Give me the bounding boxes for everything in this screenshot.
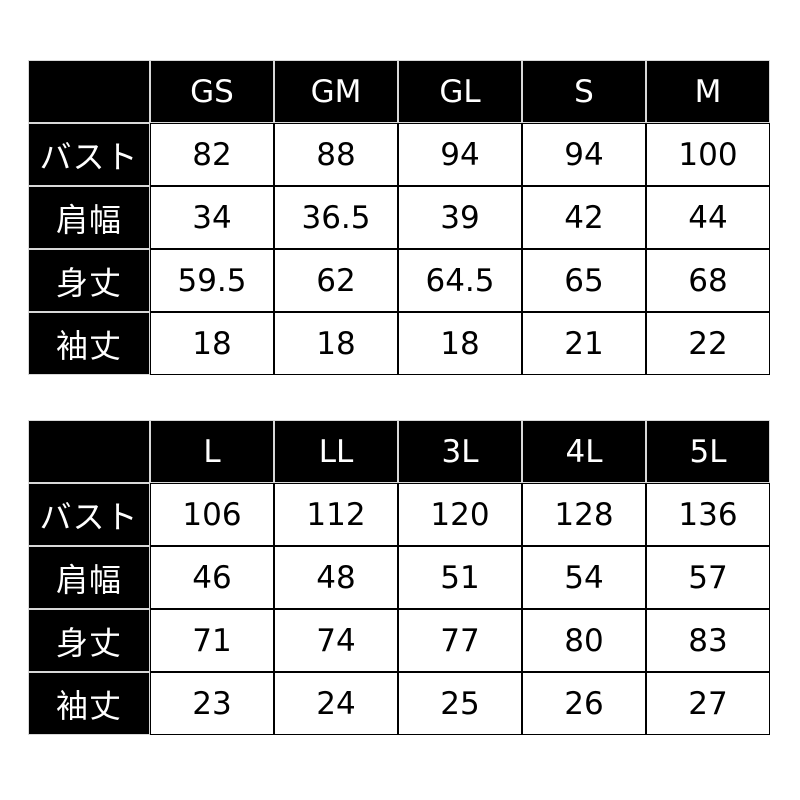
measurement-cell: 74 xyxy=(274,609,398,672)
size-header: GL xyxy=(398,60,522,123)
measurement-cell: 24 xyxy=(274,672,398,735)
measurement-cell: 59.5 xyxy=(150,249,274,312)
measurement-cell: 120 xyxy=(398,483,522,546)
table-row: 肩幅 46 48 51 54 57 xyxy=(28,546,770,609)
measurement-cell: 77 xyxy=(398,609,522,672)
size-header: 3L xyxy=(398,420,522,483)
row-label: 肩幅 xyxy=(28,546,150,609)
measurement-cell: 23 xyxy=(150,672,274,735)
measurement-cell: 83 xyxy=(646,609,770,672)
measurement-cell: 82 xyxy=(150,123,274,186)
measurement-cell: 27 xyxy=(646,672,770,735)
measurement-cell: 71 xyxy=(150,609,274,672)
measurement-cell: 21 xyxy=(522,312,646,375)
size-header: 5L xyxy=(646,420,770,483)
measurement-cell: 94 xyxy=(398,123,522,186)
measurement-cell: 18 xyxy=(274,312,398,375)
measurement-cell: 65 xyxy=(522,249,646,312)
row-label: 袖丈 xyxy=(28,312,150,375)
size-table-2: L LL 3L 4L 5L バスト 106 112 120 128 136 肩幅 46 48 51 54 57 身… xyxy=(28,420,770,735)
row-label: 肩幅 xyxy=(28,186,150,249)
row-label: 身丈 xyxy=(28,609,150,672)
table-row: 肩幅 34 36.5 39 42 44 xyxy=(28,186,770,249)
measurement-cell: 112 xyxy=(274,483,398,546)
table-row: 袖丈 23 24 25 26 27 xyxy=(28,672,770,735)
size-header: GM xyxy=(274,60,398,123)
measurement-cell: 42 xyxy=(522,186,646,249)
table-row: 身丈 59.5 62 64.5 65 68 xyxy=(28,249,770,312)
size-table-1: GS GM GL S M バスト 82 88 94 94 100 肩幅 34 36.5 39 42 44 身丈 59… xyxy=(28,60,770,375)
header-row: L LL 3L 4L 5L xyxy=(28,420,770,483)
measurement-cell: 100 xyxy=(646,123,770,186)
measurement-cell: 36.5 xyxy=(274,186,398,249)
measurement-cell: 57 xyxy=(646,546,770,609)
size-header: L xyxy=(150,420,274,483)
measurement-cell: 88 xyxy=(274,123,398,186)
measurement-cell: 136 xyxy=(646,483,770,546)
size-header: M xyxy=(646,60,770,123)
measurement-cell: 68 xyxy=(646,249,770,312)
measurement-cell: 46 xyxy=(150,546,274,609)
size-header: 4L xyxy=(522,420,646,483)
measurement-cell: 26 xyxy=(522,672,646,735)
measurement-cell: 25 xyxy=(398,672,522,735)
size-header: LL xyxy=(274,420,398,483)
measurement-cell: 62 xyxy=(274,249,398,312)
measurement-cell: 106 xyxy=(150,483,274,546)
measurement-cell: 34 xyxy=(150,186,274,249)
measurement-cell: 18 xyxy=(398,312,522,375)
measurement-cell: 51 xyxy=(398,546,522,609)
corner-cell xyxy=(28,60,150,123)
row-label: 身丈 xyxy=(28,249,150,312)
measurement-cell: 80 xyxy=(522,609,646,672)
corner-cell xyxy=(28,420,150,483)
size-header: GS xyxy=(150,60,274,123)
measurement-cell: 128 xyxy=(522,483,646,546)
table-row: 身丈 71 74 77 80 83 xyxy=(28,609,770,672)
measurement-cell: 48 xyxy=(274,546,398,609)
table-row: バスト 82 88 94 94 100 xyxy=(28,123,770,186)
row-label: バスト xyxy=(28,483,150,546)
size-header: S xyxy=(522,60,646,123)
header-row: GS GM GL S M xyxy=(28,60,770,123)
measurement-cell: 39 xyxy=(398,186,522,249)
measurement-cell: 54 xyxy=(522,546,646,609)
measurement-cell: 64.5 xyxy=(398,249,522,312)
row-label: バスト xyxy=(28,123,150,186)
row-label: 袖丈 xyxy=(28,672,150,735)
measurement-cell: 22 xyxy=(646,312,770,375)
table-row: バスト 106 112 120 128 136 xyxy=(28,483,770,546)
measurement-cell: 18 xyxy=(150,312,274,375)
table-row: 袖丈 18 18 18 21 22 xyxy=(28,312,770,375)
measurement-cell: 94 xyxy=(522,123,646,186)
measurement-cell: 44 xyxy=(646,186,770,249)
